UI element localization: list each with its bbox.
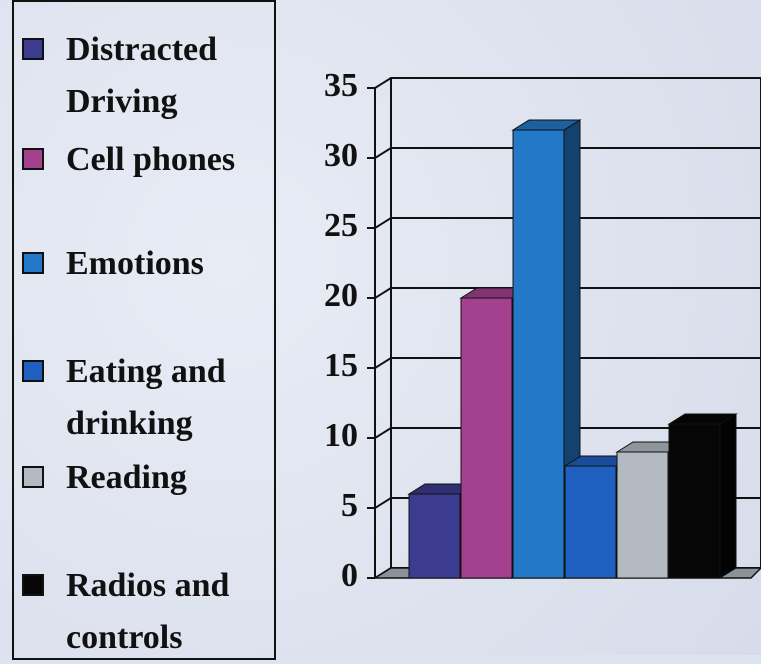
bar bbox=[616, 451, 669, 579]
bar-side bbox=[719, 413, 737, 579]
legend-swatch bbox=[22, 252, 44, 274]
y-tick-label: 0 bbox=[341, 557, 358, 594]
y-tick-label: 20 bbox=[324, 277, 358, 314]
grid-line bbox=[374, 427, 392, 439]
bar bbox=[564, 465, 617, 579]
bar bbox=[460, 297, 513, 579]
legend-label: Eating and drinking bbox=[66, 353, 226, 442]
legend-label: Emotions bbox=[66, 245, 204, 282]
y-tick-label: 5 bbox=[341, 487, 358, 524]
legend-swatch bbox=[22, 38, 44, 60]
bar bbox=[512, 129, 565, 579]
bar bbox=[408, 493, 461, 579]
grid-line bbox=[374, 287, 392, 299]
legend-swatch bbox=[22, 574, 44, 596]
y-tick-label: 30 bbox=[324, 137, 358, 174]
grid-line bbox=[374, 497, 392, 509]
legend-swatch bbox=[22, 466, 44, 488]
legend-label: Cell phones bbox=[66, 141, 236, 178]
legend-label: Radios and controls bbox=[66, 567, 230, 656]
grid-line bbox=[374, 357, 392, 369]
y-tick-label: 25 bbox=[324, 207, 358, 244]
grid-line bbox=[374, 217, 392, 229]
y-tick-label: 10 bbox=[324, 417, 358, 454]
legend: Distracted Driving Cell phones Emotions Eat… bbox=[12, 0, 276, 660]
legend-swatch bbox=[22, 360, 44, 382]
legend-label: Distracted Driving bbox=[66, 31, 218, 120]
y-tick-label: 35 bbox=[324, 67, 358, 104]
bar bbox=[668, 423, 721, 579]
grid-line bbox=[374, 77, 392, 89]
legend-swatch bbox=[22, 148, 44, 170]
legend-label: Reading bbox=[66, 459, 187, 496]
y-tick-label: 15 bbox=[324, 347, 358, 384]
grid-line bbox=[374, 147, 392, 159]
